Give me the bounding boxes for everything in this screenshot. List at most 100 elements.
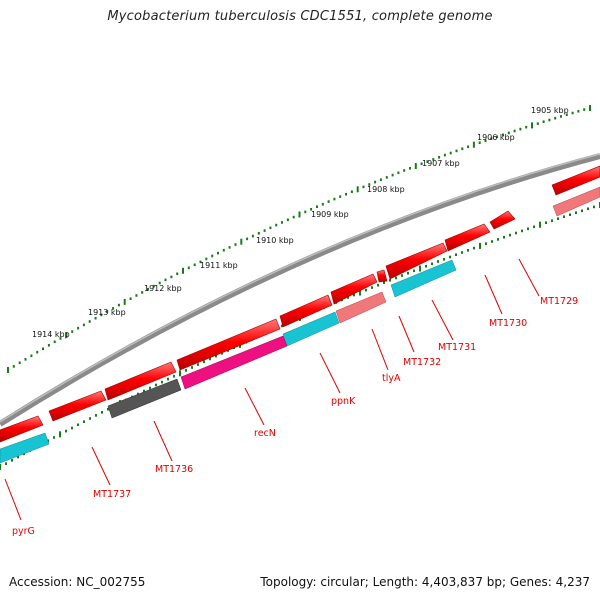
outer-scale-minor-tick [304,210,307,214]
outer-scale-major-tick [356,186,359,193]
feature-mt1731[interactable] [390,259,457,298]
outer-scale-minor-tick [443,153,446,157]
outer-scale-minor-tick [345,192,347,196]
outer-scale-minor-tick [461,147,464,151]
inner-scale-major-tick [539,221,541,228]
feature-pyrg[interactable] [0,432,50,464]
inner-scale-minor-tick [563,215,565,218]
cds-forward-10[interactable] [48,390,107,422]
inner-scale-minor-tick [53,436,55,439]
leader-mt1736 [153,420,173,462]
inner-scale-minor-tick [401,274,403,277]
feature-recn[interactable] [180,335,288,390]
inner-scale-minor-tick [449,255,451,259]
leader-mt1732 [398,315,415,353]
outer-scale-minor-tick [379,178,382,181]
outer-scale-major-tick [123,298,126,305]
inner-scale-minor-tick [203,360,205,364]
leader-pyrg [4,478,22,521]
cds-forward-9[interactable] [104,361,177,401]
outer-scale-minor-tick [281,221,283,224]
outer-scale-minor-tick [327,200,330,203]
inner-scale-minor-tick [107,407,109,411]
inner-scale-minor-tick [167,377,169,381]
cds-forward-1[interactable] [551,165,600,196]
leader-recn [244,387,265,426]
cds-forward-11[interactable] [0,415,44,443]
inner-scale-minor-tick [527,227,529,231]
outer-scale-minor-tick [117,303,120,307]
inner-scale-minor-tick [545,221,547,224]
leader-mt1730 [484,274,503,315]
inner-scale-minor-tick [161,380,163,384]
outer-scale-minor-tick [135,294,138,297]
outer-scale-ticks [7,105,591,373]
feature-tlya[interactable] [335,291,387,324]
outer-scale-minor-tick [438,156,441,159]
inner-scale-minor-tick [461,251,463,254]
inner-scale-minor-tick [371,286,373,289]
outer-scale-minor-tick [403,169,406,172]
genome-backbone-highlight [0,153,600,423]
outer-scale-minor-tick [24,358,27,361]
outer-scale-minor-tick [53,340,56,344]
forward-strand-genes [0,165,600,443]
inner-scale-minor-tick [377,283,379,287]
inner-scale-minor-tick [485,242,487,245]
outer-scale-minor-tick [187,266,190,270]
cds-forward-2[interactable] [489,210,516,230]
outer-scale-major-tick [531,122,533,129]
outer-scale-minor-tick [211,254,214,258]
cds-forward-5[interactable] [376,269,388,283]
outer-scale-minor-tick [18,361,21,365]
inner-scale-minor-tick [185,369,187,372]
outer-scale-minor-tick [275,223,278,227]
outer-scale-minor-tick [246,237,249,241]
inner-scale-major-tick [179,370,181,377]
inner-scale-minor-tick [209,357,211,361]
outer-scale-minor-tick [222,248,225,252]
inner-scale-minor-tick [395,276,397,280]
inner-scale-minor-tick [89,417,91,420]
inner-scale-major-tick [59,431,61,438]
cds-forward-7[interactable] [279,294,333,328]
scale-label-1913: 1913 kbp [88,308,126,317]
outer-scale-minor-tick [502,133,504,137]
outer-scale-minor-tick [385,176,388,179]
outer-scale-minor-tick [152,284,155,288]
inner-scale-minor-tick [473,246,475,250]
inner-scale-minor-tick [221,352,223,355]
cds-forward-3[interactable] [444,223,491,252]
outer-scale-minor-tick [478,141,481,144]
cds-forward-8[interactable] [176,318,281,371]
inner-scale-major-tick [359,289,361,296]
outer-scale-minor-tick [228,246,231,249]
outer-scale-minor-tick [170,275,173,279]
outer-scale-minor-tick [263,229,266,232]
cds-forward-6[interactable] [330,273,378,305]
cds-forward-4[interactable] [385,242,448,280]
outer-scale-minor-tick [59,337,62,340]
outer-scale-major-tick [182,267,184,274]
outer-scale-minor-tick [251,234,254,238]
outer-scale-minor-tick [350,190,353,193]
inner-scale-minor-tick [407,271,409,275]
outer-scale-minor-tick [542,120,545,123]
gene-label-mt1731: MT1731 [438,342,476,353]
outer-scale-minor-tick [158,281,161,285]
outer-scale-minor-tick [525,125,528,129]
inner-scale-minor-tick [503,235,505,239]
gene-label-mt1729: MT1729 [540,296,578,307]
inner-scale-minor-tick [443,258,445,261]
inner-scale-minor-tick [347,296,349,299]
outer-scale-minor-tick [565,113,568,116]
leader-tlya [371,328,389,371]
inner-scale-minor-tick [215,354,217,358]
map-title: Mycobacterium tuberculosis CDC1551, comp… [107,9,493,24]
inner-scale-minor-tick [557,217,559,220]
outer-scale-minor-tick [339,195,342,198]
feature-mt1736[interactable] [107,378,182,419]
feature-mt1729[interactable] [552,186,600,217]
inner-scale-minor-tick [191,366,193,369]
